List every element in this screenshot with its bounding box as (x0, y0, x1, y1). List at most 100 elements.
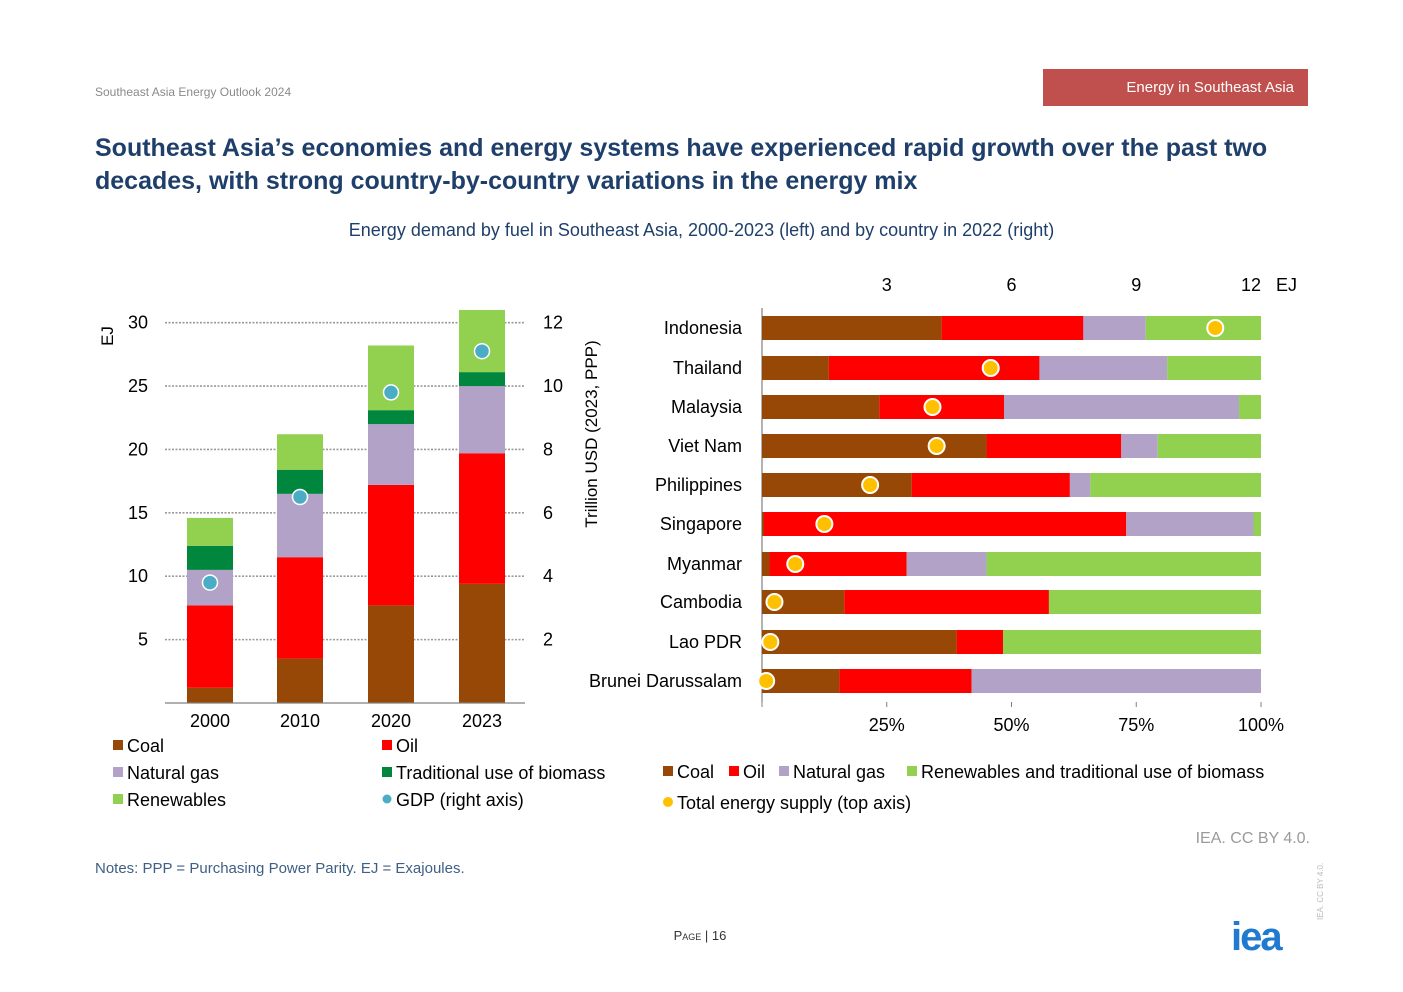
bar-segment-natural_gas (459, 386, 505, 454)
y2-tick-label: 8 (543, 439, 553, 459)
bottom-tick-label: 25% (869, 715, 905, 735)
gdp-point (382, 384, 400, 401)
legend-swatch-gdp (382, 794, 392, 804)
bar-segment-coal (459, 583, 505, 703)
top-tick-label: 12 (1241, 275, 1261, 295)
page-number-value: | 16 (704, 928, 727, 943)
bar-segment-renewables (986, 552, 1261, 576)
country-label: Thailand (673, 358, 742, 378)
bar-segment-coal (762, 434, 987, 458)
y2-tick-label: 12 (543, 313, 563, 333)
legend-swatch-renewables (907, 766, 917, 776)
bottom-tick-label: 100% (1238, 715, 1284, 735)
country-label: Cambodia (660, 592, 743, 612)
iea-logo: iea (1231, 915, 1283, 959)
bar-segment-renewables (1048, 590, 1261, 614)
page-word: Page (673, 928, 702, 943)
bar-segment-oil (986, 434, 1122, 458)
bar-segment-renewables (187, 517, 233, 546)
page-headline: Southeast Asia’s economies and energy sy… (95, 134, 1268, 195)
x-tick-label: 2020 (371, 711, 411, 731)
page-number: Page | 16 (640, 928, 760, 943)
legend-label: Natural gas (793, 762, 885, 782)
country-label: Brunei Darussalam (589, 671, 742, 691)
bar-segment-coal (277, 658, 323, 703)
gdp-point (201, 574, 219, 591)
legend-label: Natural gas (127, 763, 219, 783)
legend-swatch-renewables (113, 794, 123, 804)
top-tick-label: 9 (1131, 275, 1141, 295)
legend-label: Oil (743, 762, 765, 782)
country-label: Myanmar (667, 554, 742, 574)
total-supply-point (927, 437, 946, 455)
y2-axis-title: Trillion USD (2023, PPP) (582, 340, 601, 527)
bar-segment-natural_gas (1039, 356, 1168, 380)
bar-segment-natural_gas (368, 424, 414, 485)
bar-segment-traditional_biomass (187, 545, 233, 570)
total-supply-point (1206, 319, 1225, 337)
total-supply-point (981, 359, 1000, 377)
top-axis-unit: EJ (1276, 275, 1297, 295)
bar-segment-oil (879, 395, 1005, 419)
bar-segment-natural_gas (971, 669, 1261, 693)
y-tick-label: 20 (128, 439, 148, 459)
bar-segment-oil (956, 630, 1004, 654)
legend-swatch-oil (382, 740, 392, 750)
legend-label: Renewables (127, 790, 226, 810)
bar-segment-coal (762, 395, 880, 419)
bar-segment-coal (762, 356, 829, 380)
legend-swatch-traditional_biomass (382, 767, 392, 777)
bar-segment-renewables (1003, 630, 1261, 654)
bar-segment-oil (844, 590, 1049, 614)
bar-segment-coal (762, 473, 912, 497)
x-tick-label: 2000 (190, 711, 230, 731)
credit-line: IEA. CC BY 4.0. (1195, 830, 1310, 847)
legend-label: Total energy supply (top axis) (677, 793, 911, 813)
bar-segment-coal (762, 316, 942, 340)
bar-segment-natural_gas (1126, 512, 1254, 536)
x-tick-label: 2023 (462, 711, 502, 731)
bar-segment-coal (762, 512, 764, 536)
top-tick-label: 3 (882, 275, 892, 295)
gdp-point (473, 342, 491, 360)
y-tick-label: 30 (128, 313, 148, 333)
y-tick-label: 25 (128, 376, 148, 396)
y2-tick-label: 2 (543, 630, 553, 650)
country-label: Indonesia (664, 318, 743, 338)
bar-segment-natural_gas (1121, 434, 1158, 458)
legend-swatch-coal (113, 740, 123, 750)
legend-swatch-oil (729, 766, 739, 776)
bar-segment-renewables (1090, 473, 1261, 497)
y-tick-label: 15 (128, 503, 148, 523)
total-supply-point (923, 398, 942, 416)
bar-segment-renewables (1145, 316, 1261, 340)
country-label: Malaysia (671, 397, 743, 417)
bar-segment-natural_gas (1069, 473, 1091, 497)
total-supply-point (815, 515, 834, 533)
y-tick-label: 5 (138, 630, 148, 650)
y2-tick-label: 4 (543, 566, 553, 586)
bar-segment-oil (839, 669, 972, 693)
document-label: Southeast Asia Energy Outlook 2024 (95, 85, 292, 99)
total-supply-point (786, 555, 805, 573)
bottom-tick-label: 75% (1118, 715, 1154, 735)
side-license-tag: IEA. CC BY 4.0. (1316, 862, 1325, 920)
legend-swatch-natural_gas (779, 766, 789, 776)
legend-label: Coal (127, 736, 164, 756)
bar-segment-natural_gas (906, 552, 987, 576)
bar-segment-renewables (1239, 395, 1261, 419)
bar-segment-coal (762, 630, 957, 654)
bar-segment-oil (187, 605, 233, 688)
bar-segment-natural_gas (1083, 316, 1146, 340)
country-label: Lao PDR (669, 632, 742, 652)
total-supply-point (761, 633, 780, 651)
legend-label: GDP (right axis) (396, 790, 524, 810)
legend-swatch-coal (663, 766, 673, 776)
bar-segment-oil (941, 316, 1084, 340)
y2-tick-label: 10 (543, 376, 563, 396)
bar-segment-renewables (1157, 434, 1261, 458)
bar-segment-renewables (1253, 512, 1261, 536)
bar-segment-oil (911, 473, 1070, 497)
bar-segment-natural_gas (1004, 395, 1240, 419)
